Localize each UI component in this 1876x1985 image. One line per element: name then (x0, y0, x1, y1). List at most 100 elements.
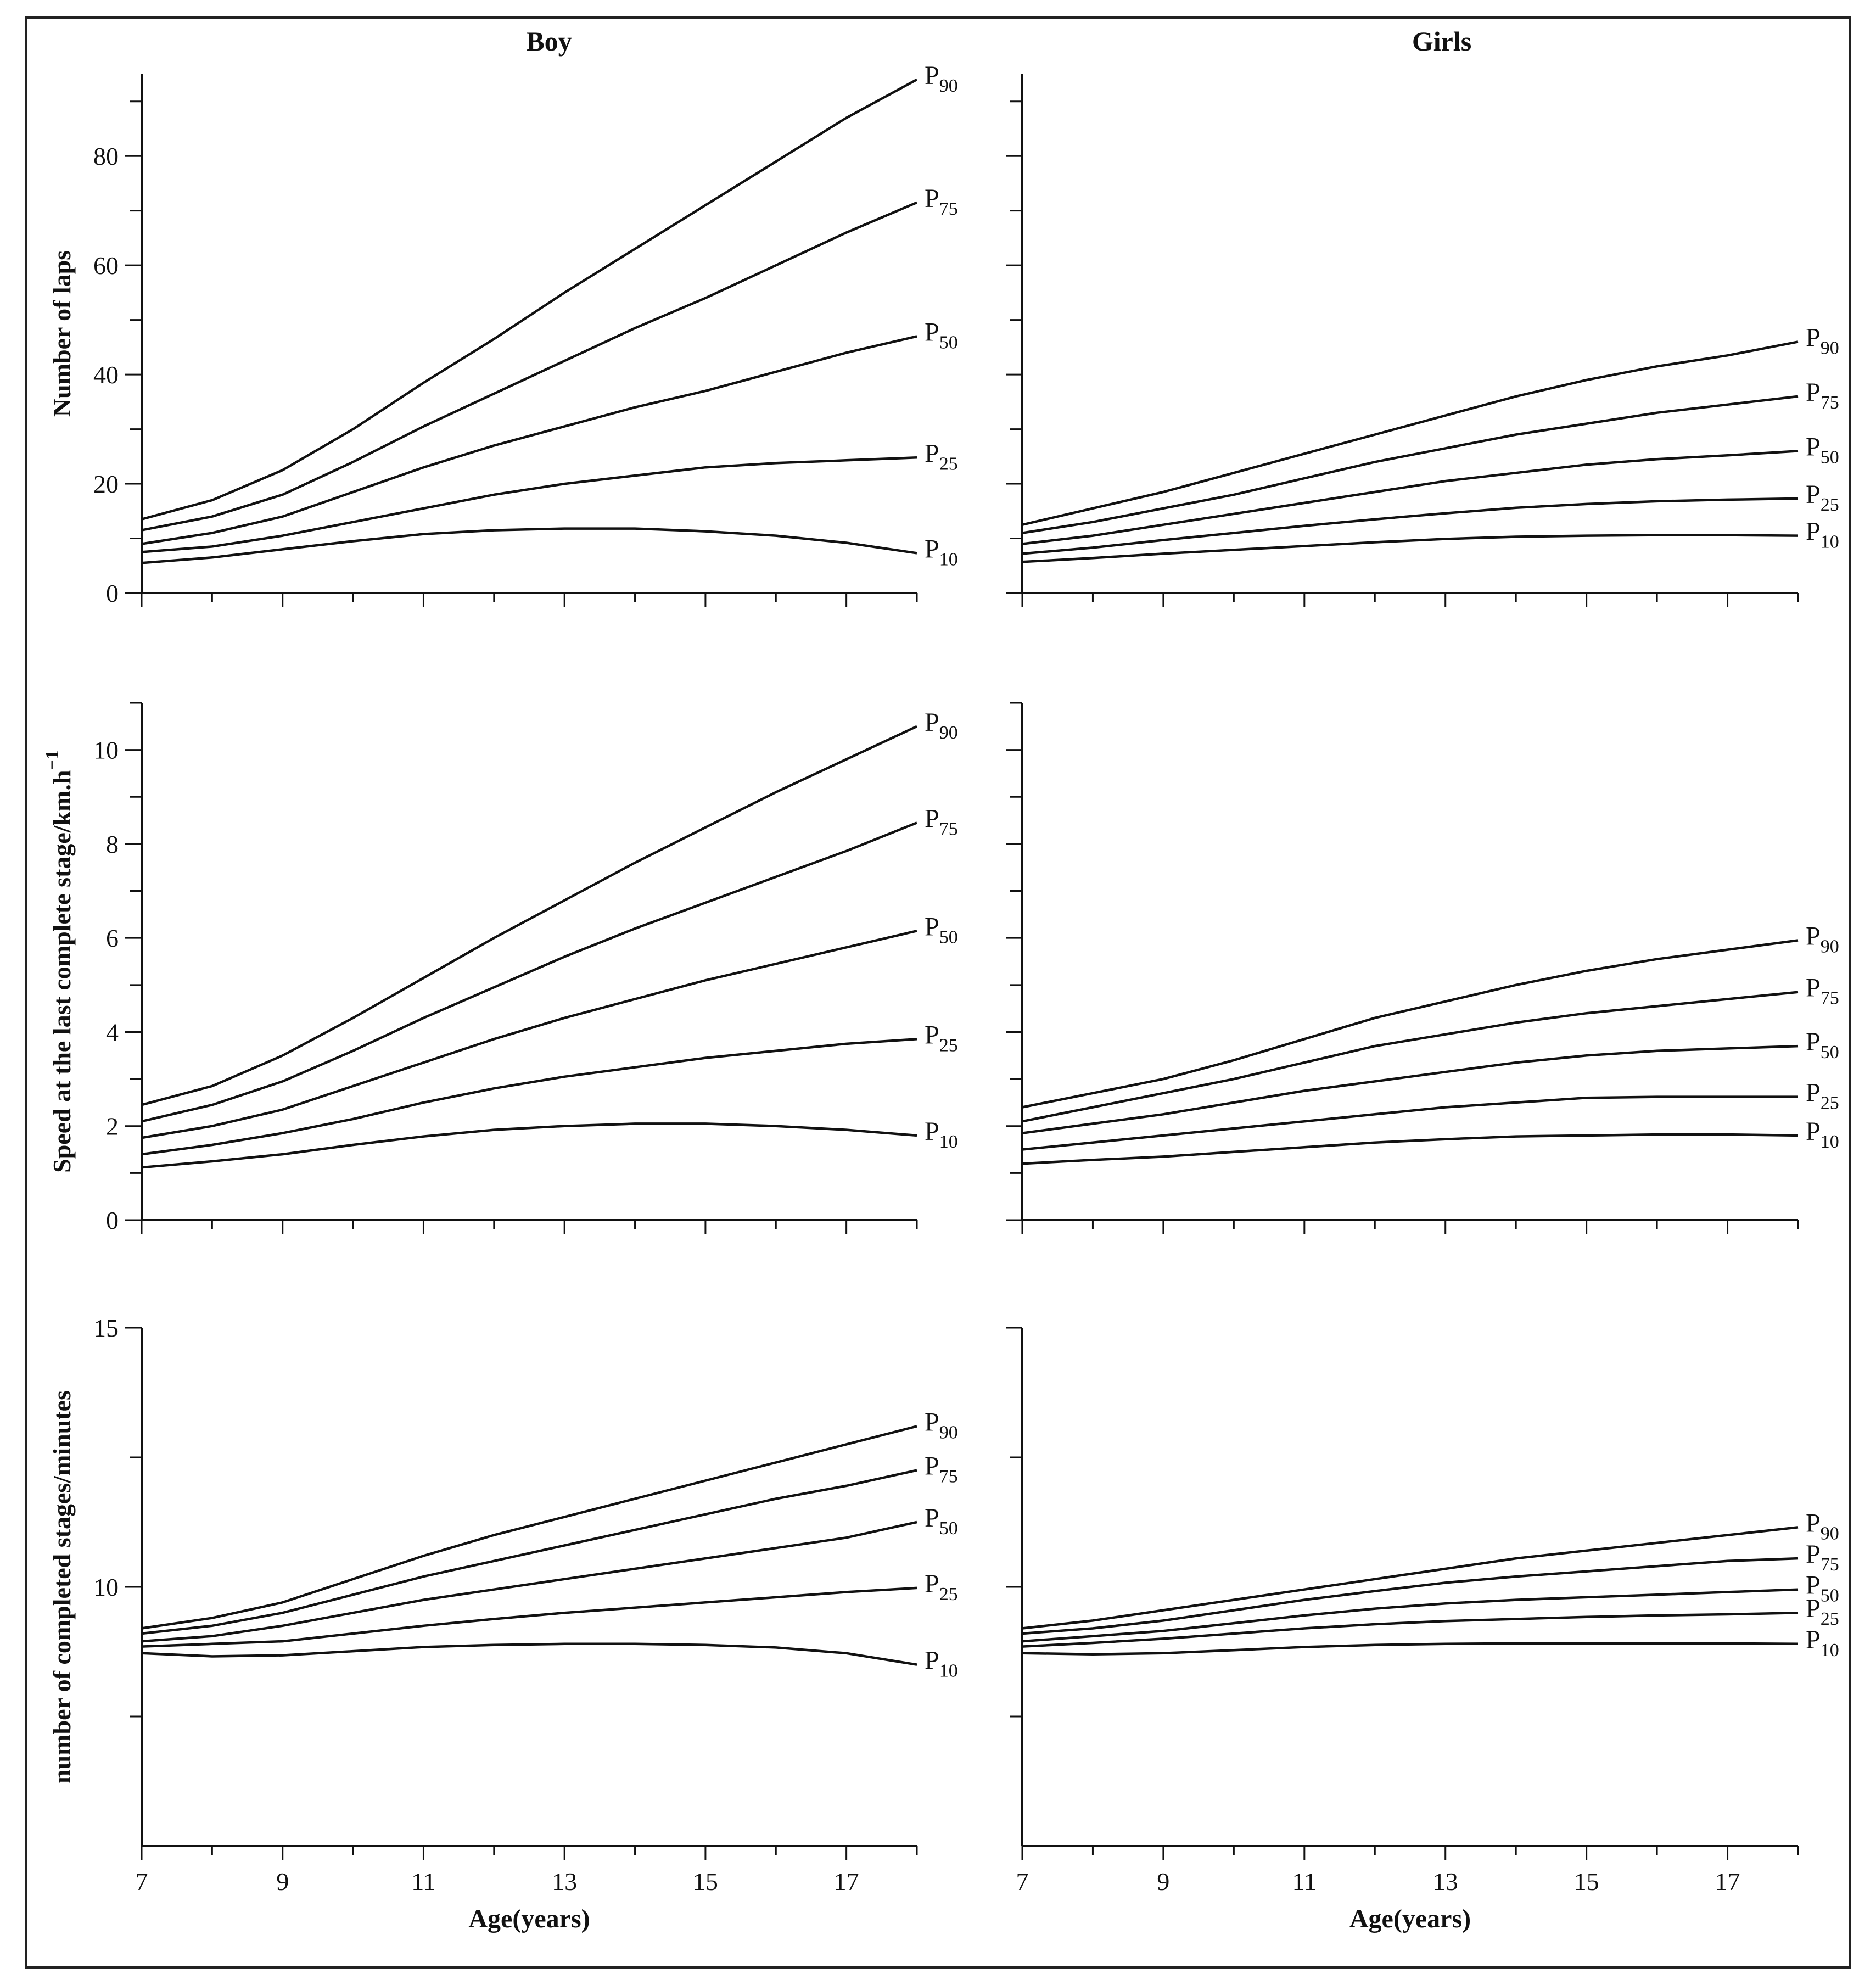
series-label-p90: P90 (925, 1407, 958, 1442)
y-tick-label: 80 (93, 142, 119, 170)
series-label-p25: P25 (1806, 1078, 1839, 1114)
series-label-p75: P75 (1806, 378, 1839, 413)
series-label-p10: P10 (925, 1646, 958, 1681)
x-tick-label: 17 (834, 1867, 859, 1895)
series-line-p90 (141, 1425, 917, 1630)
y-tick-label: 20 (93, 470, 119, 498)
x-tick-label: 11 (1292, 1867, 1317, 1895)
series-line-p25 (141, 1038, 917, 1156)
series-line-p50 (1022, 450, 1799, 545)
y-tick-label: 60 (93, 251, 119, 279)
x-tick-label: 7 (1016, 1867, 1029, 1895)
series-line-p25 (1022, 497, 1799, 555)
series-label-p50: P50 (925, 317, 958, 353)
chart-panel-0: 0 20 40 60 80 Number of laps P90 P75 P50 P25 P10 (48, 61, 958, 607)
chart-panel-4: 10 15 7 9 11 13 15 17 Age(years) number of comple… (48, 1314, 958, 1933)
series-line-p50 (1022, 1588, 1799, 1643)
series-line-p50 (141, 335, 917, 545)
series-line-p50 (1022, 1044, 1799, 1134)
series-label-p25: P25 (925, 439, 958, 474)
series-label-p25: P25 (925, 1569, 958, 1604)
series-line-p10 (1022, 534, 1799, 563)
series-label-p10: P10 (1806, 1117, 1839, 1152)
y-tick-label: 10 (93, 736, 119, 764)
x-tick-label: 7 (136, 1867, 148, 1895)
series-line-p90 (1022, 1526, 1799, 1630)
y-tick-label: 6 (106, 924, 119, 952)
series-label-p10: P10 (925, 1117, 958, 1152)
series-line-p50 (141, 930, 917, 1139)
y-tick-label: 0 (106, 1206, 119, 1234)
series-line-p10 (1022, 1133, 1799, 1165)
x-tick-label: 13 (552, 1867, 577, 1895)
series-line-p75 (141, 821, 917, 1123)
x-axis-label: Age(years) (468, 1904, 590, 1933)
series-line-p75 (1022, 991, 1799, 1123)
series-label-p75: P75 (925, 804, 958, 839)
y-tick-label: 4 (106, 1018, 119, 1046)
x-tick-label: 15 (693, 1867, 718, 1895)
column-title-girls: Girls (1412, 26, 1471, 57)
series-line-p90 (1022, 939, 1799, 1109)
y-axis-label: Number of laps (48, 250, 76, 417)
y-tick-label: 15 (93, 1314, 119, 1342)
series-line-p75 (141, 201, 917, 532)
series-line-p25 (1022, 1095, 1798, 1151)
series-label-p10: P10 (1806, 517, 1839, 552)
series-label-p75: P75 (1806, 1540, 1839, 1575)
series-label-p25: P25 (1806, 480, 1839, 515)
y-tick-label: 40 (93, 361, 119, 389)
series-label-p90: P90 (1806, 1508, 1839, 1544)
x-tick-label: 9 (276, 1867, 289, 1895)
y-axis-label: number of completed stages/minutes (48, 1390, 76, 1783)
y-tick-label: 0 (106, 579, 119, 607)
y-tick-label: 2 (106, 1112, 119, 1140)
series-line-p25 (1022, 1611, 1799, 1648)
series-line-p90 (141, 725, 917, 1106)
series-label-p90: P90 (1806, 323, 1839, 358)
chart-panel-2: 0 2 4 6 8 10 Speed at the last complete stage/… (42, 702, 958, 1234)
y-tick-label: 8 (106, 830, 119, 858)
column-title-boy: Boy (526, 26, 572, 57)
x-axis-label: Age(years) (1349, 1904, 1471, 1933)
x-tick-label: 9 (1157, 1867, 1169, 1895)
series-line-p10 (1022, 1642, 1799, 1656)
x-tick-label: 15 (1574, 1867, 1599, 1895)
series-label-p75: P75 (925, 184, 958, 219)
series-label-p50: P50 (1806, 1027, 1839, 1063)
series-label-p75: P75 (925, 1452, 958, 1487)
series-line-p10 (141, 527, 917, 564)
series-label-p50: P50 (925, 1503, 958, 1539)
series-line-p75 (1022, 1557, 1799, 1635)
x-tick-label: 11 (411, 1867, 435, 1895)
series-label-p75: P75 (1806, 974, 1839, 1009)
series-label-p50: P50 (925, 912, 958, 947)
series-label-p25: P25 (925, 1020, 958, 1055)
series-line-p90 (141, 78, 918, 521)
series-label-p90: P90 (1806, 921, 1839, 957)
y-tick-label: 10 (93, 1573, 119, 1601)
series-line-p75 (141, 1469, 917, 1635)
series-label-p50: P50 (1806, 432, 1839, 467)
series-line-p25 (141, 456, 917, 553)
series-label-p90: P90 (925, 708, 958, 743)
series-line-p10 (141, 1642, 917, 1666)
figure-frame (25, 16, 1851, 1969)
series-line-p90 (1022, 340, 1799, 526)
series-label-p10: P10 (925, 534, 958, 569)
series-label-p25: P25 (1806, 1594, 1839, 1629)
series-label-p90: P90 (925, 61, 958, 96)
x-tick-label: 17 (1715, 1867, 1740, 1895)
series-label-p10: P10 (1806, 1625, 1839, 1660)
series-label-p50: P50 (1806, 1571, 1839, 1606)
series-line-p75 (1022, 395, 1799, 534)
y-axis-label: Speed at the last complete stage/km.h−1 (42, 750, 76, 1173)
series-line-p10 (141, 1122, 917, 1169)
x-tick-label: 13 (1433, 1867, 1458, 1895)
series-line-p50 (141, 1520, 917, 1643)
